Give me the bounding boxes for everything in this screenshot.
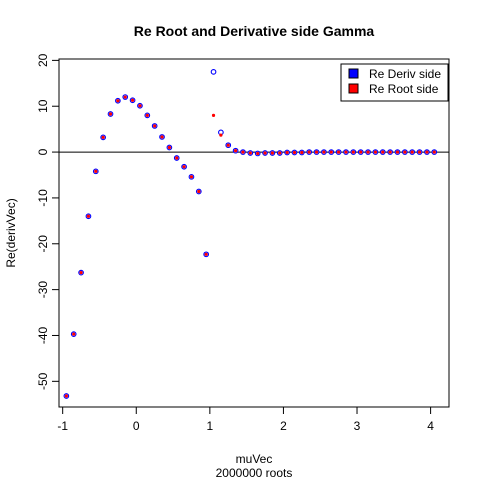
legend-swatch-root: [348, 83, 359, 94]
root-point: [204, 252, 208, 256]
root-point: [130, 98, 135, 102]
x-axis-sublabel: 2000000 roots: [216, 466, 293, 480]
root-point: [241, 150, 245, 154]
root-point: [337, 150, 341, 154]
plot-box: [58, 58, 450, 408]
root-point: [344, 150, 348, 154]
chart-title: Re Root and Derivative side Gamma: [134, 23, 375, 39]
legend-label-root: Re Root side: [369, 82, 439, 96]
root-point: [138, 104, 142, 108]
root-point: [248, 151, 252, 155]
root-point: [263, 151, 267, 155]
legend-box: [340, 63, 449, 102]
deriv-point: [210, 68, 217, 75]
y-tick-label: 0: [36, 148, 50, 155]
y-tick-label: -20: [36, 235, 50, 253]
y-axis: -50 -40 -30 -20 -10 0 10 20: [36, 53, 59, 390]
root-point: [123, 95, 127, 99]
root-point: [256, 151, 260, 156]
root-point: [167, 145, 171, 150]
root-point: [175, 156, 179, 160]
root-point: [388, 150, 392, 154]
root-point: [160, 135, 164, 139]
root-point: [79, 271, 83, 275]
y-tick-label: -30: [36, 281, 50, 299]
data-points: [63, 68, 438, 399]
root-point: [94, 169, 98, 173]
y-tick-label: -40: [36, 326, 50, 344]
legend: Re Deriv side Re Root side: [340, 63, 449, 102]
root-point: [381, 150, 385, 154]
root-point: [322, 150, 326, 154]
root-point: [366, 150, 370, 154]
root-point: [270, 151, 274, 155]
root-point: [329, 150, 333, 154]
root-point: [108, 112, 113, 116]
x-tick-label: 1: [207, 419, 214, 433]
root-point: [234, 149, 238, 153]
root-point: [182, 165, 186, 169]
legend-label-deriv: Re Deriv side: [369, 67, 441, 81]
x-tick-label: 3: [354, 419, 361, 433]
y-tick-label: 10: [36, 99, 50, 113]
root-point: [285, 150, 289, 155]
root-point: [226, 143, 230, 147]
root-point: [86, 214, 91, 218]
root-point: [116, 99, 120, 103]
root-point: [72, 332, 76, 336]
root-point: [292, 150, 297, 155]
root-point: [417, 150, 422, 154]
root-point: [359, 150, 363, 154]
x-tick-label: 2: [280, 419, 287, 433]
root-point: [351, 150, 355, 154]
root-point: [410, 150, 414, 154]
x-axis: -1 0 1 2 3 4: [57, 407, 434, 433]
x-axis-label: muVec: [236, 452, 273, 466]
root-point: [153, 124, 157, 128]
root-point: [64, 394, 68, 398]
y-tick-label: -10: [36, 189, 50, 207]
root-point: [278, 151, 282, 155]
root-point: [432, 150, 436, 154]
root-point: [211, 113, 216, 117]
x-tick-label: 0: [133, 419, 140, 433]
legend-swatch-deriv: [348, 68, 359, 79]
y-axis-label: Re(derivVec): [4, 198, 18, 267]
root-point: [314, 150, 319, 154]
root-point: [300, 150, 304, 155]
root-point: [373, 150, 378, 154]
root-point: [219, 133, 223, 137]
y-tick-label: 20: [36, 53, 50, 67]
x-tick-label: 4: [427, 419, 434, 433]
root-point: [145, 113, 149, 117]
x-tick-label: -1: [57, 419, 68, 433]
root-point: [189, 175, 194, 179]
root-point: [395, 150, 400, 154]
root-point: [197, 189, 201, 194]
root-point: [403, 150, 407, 154]
y-tick-label: -50: [36, 372, 50, 390]
root-point: [307, 150, 311, 154]
root-point: [425, 150, 429, 154]
root-point: [101, 135, 105, 140]
